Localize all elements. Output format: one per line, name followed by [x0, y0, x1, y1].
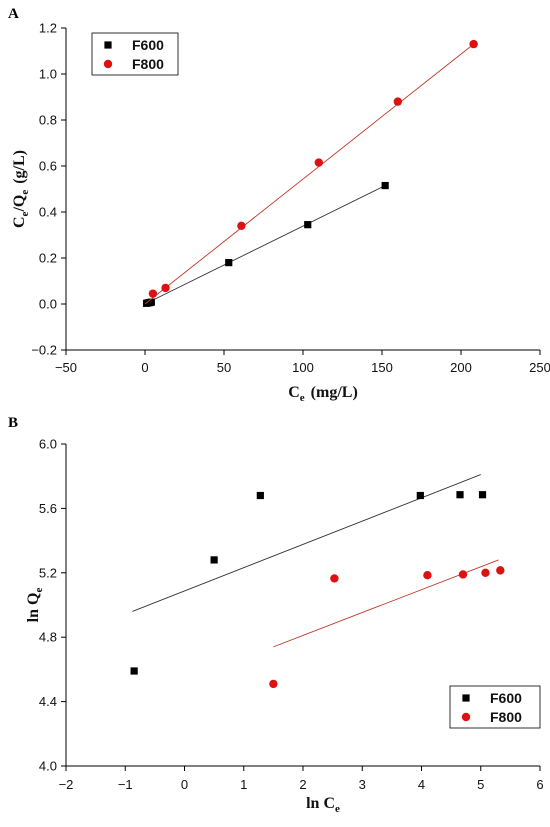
y-tick-label: 1.0 [39, 67, 57, 82]
y-axis-label-part: (g/L) [11, 150, 28, 184]
x-tick-label: 100 [292, 360, 314, 375]
legend-label-f600: F600 [132, 37, 164, 53]
panel-label-a: A [8, 6, 19, 22]
x-axis-label-main: C [288, 384, 300, 401]
legend-label-f800: F800 [132, 56, 164, 72]
x-axis-label-sub: e [335, 803, 340, 815]
y-axis-label-sub: e [19, 190, 31, 195]
y-tick-label: 0.2 [39, 251, 57, 266]
legend-label-f800: F800 [490, 709, 522, 725]
data-point-f600 [478, 491, 487, 499]
y-tick-label: 4.4 [39, 694, 57, 709]
y-axis-label-part: ln Q [25, 593, 42, 623]
data-point-f800 [148, 289, 158, 298]
x-axis-label-main: ln C [306, 795, 335, 812]
x-tick-label: −2 [59, 777, 74, 792]
x-axis-label: Ce (mg/L) [288, 384, 358, 404]
legend-marker-f800 [103, 59, 113, 69]
data-point-f600 [416, 491, 424, 500]
data-point-f800 [314, 158, 323, 167]
x-tick-label: 150 [371, 360, 393, 375]
panel-label-b: B [8, 415, 18, 431]
data-point-f800 [161, 283, 170, 293]
x-tick-label: 0 [181, 777, 188, 792]
x-tick-label: 200 [450, 360, 472, 375]
y-axis-label: ln Qe [25, 588, 45, 623]
x-axis-label-unit: (mg/L) [311, 384, 358, 401]
y-axis-label-part: /Q [11, 195, 28, 213]
legend-marker-f800 [461, 712, 471, 722]
legend-marker-f600 [104, 41, 112, 49]
x-tick-label: −1 [118, 777, 133, 792]
legend-box [91, 32, 179, 76]
x-tick-label: 5 [477, 777, 484, 792]
data-point-f600 [225, 259, 233, 267]
y-tick-label: 0.4 [39, 205, 57, 220]
fit-line-f600 [144, 185, 386, 305]
y-axis-label-part: C [11, 216, 28, 228]
data-point-f800 [237, 221, 246, 230]
data-point-f600 [147, 298, 155, 306]
x-tick-label: 1 [240, 777, 247, 792]
data-point-f800 [469, 39, 478, 49]
data-point-f800 [269, 679, 278, 689]
y-tick-label: 4.8 [39, 630, 57, 645]
x-axis-label: ln Ce [306, 795, 340, 815]
legend-box [449, 685, 541, 729]
y-tick-label: 6.0 [39, 437, 57, 452]
data-point-f600 [130, 667, 138, 675]
chart-a: −50 0 50 100 150 200 250 −0.2 0.0 0.2 0.4 0.6 0.8 1.0… [11, 21, 550, 405]
y-tick-label: 1.2 [39, 21, 57, 36]
data-point-f600 [456, 491, 464, 499]
x-tick-label: −50 [55, 360, 77, 375]
data-point-f800 [458, 570, 468, 579]
y-tick-label: 4.0 [39, 759, 57, 774]
y-tick-label: 0.6 [39, 159, 57, 174]
fit-line-f600 [132, 474, 481, 612]
y-axis-label: Ce/Qe (g/L) [11, 150, 31, 228]
data-point-f600 [304, 221, 312, 229]
data-point-f800 [393, 97, 402, 106]
legend-label-f600: F600 [490, 690, 522, 706]
y-tick-label: 0.8 [39, 113, 57, 128]
y-tick-label: −0.2 [31, 343, 57, 358]
x-tick-label: 2 [299, 777, 306, 792]
y-tick-label: 5.6 [39, 501, 57, 516]
data-point-f800 [423, 571, 432, 580]
x-tick-label: 3 [359, 777, 366, 792]
y-tick-label: 0.0 [39, 297, 57, 312]
x-tick-label: 50 [217, 360, 231, 375]
x-tick-label: 250 [529, 360, 550, 375]
data-point-f600 [256, 491, 264, 500]
data-point-f800 [330, 574, 339, 583]
fit-line-f800 [144, 43, 474, 305]
data-point-f800 [496, 566, 505, 575]
x-tick-label: 6 [536, 777, 543, 792]
data-point-f600 [381, 181, 389, 190]
legend-marker-f600 [462, 694, 470, 702]
y-tick-label: 5.2 [39, 565, 57, 580]
y-axis-label-sub: e [33, 588, 45, 593]
data-point-f600 [210, 556, 218, 564]
x-tick-label: 0 [141, 360, 148, 375]
x-axis-label-sub: e [300, 392, 305, 404]
data-point-f800 [481, 568, 490, 577]
x-tick-label: 4 [418, 777, 425, 792]
y-axis-label-sub: e [19, 211, 31, 216]
